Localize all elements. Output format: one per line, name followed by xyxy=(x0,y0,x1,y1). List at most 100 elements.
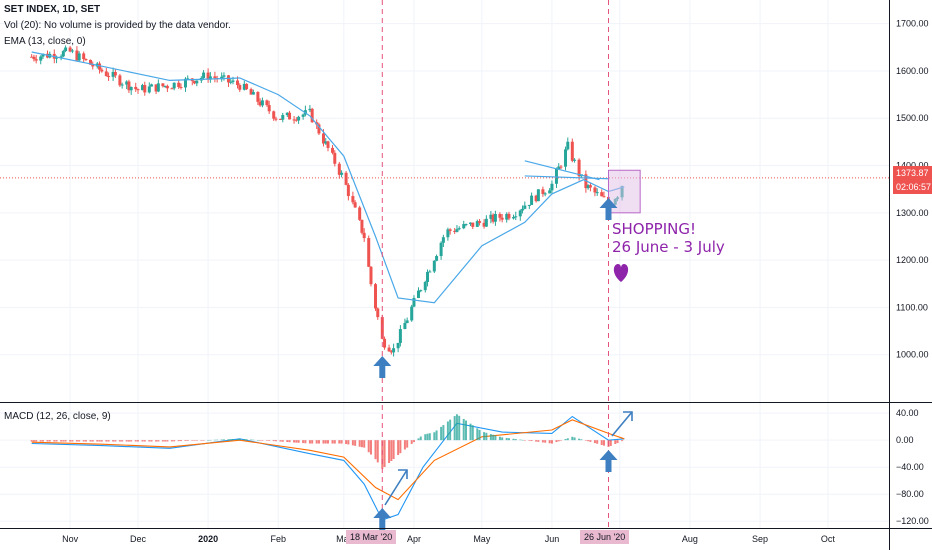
hist-bar-80 xyxy=(293,440,296,443)
hist-bar-180 xyxy=(621,440,624,442)
hist-bar-58 xyxy=(220,439,223,441)
hist-bar-115 xyxy=(406,440,409,448)
candle-body-16 xyxy=(82,53,86,60)
hist-bar-169 xyxy=(584,440,587,441)
candle-body-55 xyxy=(208,76,212,80)
candle-body-36 xyxy=(147,86,151,93)
hist-bar-154 xyxy=(535,440,538,442)
hist-bar-72 xyxy=(265,440,268,441)
candle-body-150 xyxy=(521,208,525,211)
hist-bar-110 xyxy=(390,440,393,461)
candle-body-105 xyxy=(374,284,378,309)
candle-body-135 xyxy=(471,222,475,227)
hist-bar-88 xyxy=(317,440,320,444)
x-tick-label-0: Nov xyxy=(62,534,79,544)
hist-bar-29 xyxy=(125,440,128,442)
legend-symbol[interactable]: SET INDEX, 1D, SET xyxy=(4,4,101,15)
macd-tick-label-0: 40.00 xyxy=(896,408,919,418)
hist-bar-76 xyxy=(279,440,282,442)
hist-bar-128 xyxy=(449,419,452,441)
candle-body-80 xyxy=(292,119,296,121)
candle-body-98 xyxy=(351,196,355,203)
candle-body-121 xyxy=(426,271,430,282)
candle-body-40 xyxy=(161,83,165,87)
candle-body-25 xyxy=(111,71,115,77)
candle-body-137 xyxy=(478,221,482,223)
candle-body-113 xyxy=(398,329,402,343)
hist-bar-49 xyxy=(191,440,194,441)
candle-body-144 xyxy=(500,217,504,220)
legend-volume[interactable]: Vol (20): No volume is provided by the d… xyxy=(4,20,231,31)
hist-bar-96 xyxy=(345,440,348,444)
arrow-up-march xyxy=(373,356,392,378)
hist-bar-20 xyxy=(96,440,99,442)
hist-bar-50 xyxy=(193,440,196,441)
hist-bar-79 xyxy=(288,440,291,443)
candle-body-136 xyxy=(475,221,479,227)
price-tick-label-0: 1000.00 xyxy=(896,350,929,360)
hist-bar-162 xyxy=(559,440,562,441)
hist-bar-13 xyxy=(71,440,74,442)
hist-bar-62 xyxy=(231,439,234,441)
candle-body-44 xyxy=(172,82,176,89)
candle-body-172 xyxy=(593,187,597,193)
candle-body-154 xyxy=(534,195,538,202)
candle-body-86 xyxy=(310,108,314,123)
hist-bar-42 xyxy=(166,440,169,442)
candle-body-145 xyxy=(505,213,509,220)
hist-bar-37 xyxy=(150,440,153,442)
candle-body-62 xyxy=(231,80,235,82)
candle-body-127 xyxy=(446,229,450,238)
hist-bar-64 xyxy=(238,438,241,441)
legend-macd[interactable]: MACD (12, 26, close, 9) xyxy=(4,411,111,422)
hist-bar-123 xyxy=(433,432,436,441)
candle-body-103 xyxy=(367,238,371,267)
candle-body-130 xyxy=(455,229,459,232)
hist-bar-35 xyxy=(143,440,146,442)
hist-bar-91 xyxy=(327,440,330,444)
candle-body-156 xyxy=(541,189,545,194)
hist-bar-143 xyxy=(498,436,501,441)
hist-bar-23 xyxy=(105,440,108,442)
price-tick-label-1: 1100.00 xyxy=(896,302,928,312)
hist-bar-111 xyxy=(392,440,395,460)
hist-bar-141 xyxy=(492,434,495,441)
hist-bar-69 xyxy=(256,440,259,441)
hist-bar-44 xyxy=(173,440,176,442)
hist-bar-18 xyxy=(89,440,92,442)
candle-body-18 xyxy=(88,59,92,65)
hist-bar-63 xyxy=(236,438,239,441)
hist-bar-81 xyxy=(295,440,298,443)
hist-bar-145 xyxy=(505,437,508,441)
candle-body-146 xyxy=(507,213,511,219)
legend-ema[interactable]: EMA (13, close, 0) xyxy=(4,36,86,47)
hist-bar-127 xyxy=(446,421,449,441)
trendline-2 xyxy=(524,175,609,180)
candle-body-155 xyxy=(536,189,540,202)
hist-bar-59 xyxy=(222,439,225,441)
candle-body-27 xyxy=(118,75,122,86)
price-tick-label-3: 1300.00 xyxy=(896,208,929,218)
candle-body-2 xyxy=(34,59,38,61)
hist-bar-119 xyxy=(419,436,422,441)
hist-bar-78 xyxy=(286,440,289,443)
candle-body-138 xyxy=(482,222,486,227)
candle-body-70 xyxy=(258,101,262,106)
hist-bar-41 xyxy=(164,440,167,442)
candle-body-100 xyxy=(358,207,362,220)
candle-body-175 xyxy=(602,196,606,198)
hist-bar-125 xyxy=(440,426,443,441)
hist-bar-74 xyxy=(272,440,275,442)
hist-bar-17 xyxy=(84,440,87,442)
candle-body-97 xyxy=(346,184,350,197)
candle-body-152 xyxy=(527,204,531,206)
candlesticks xyxy=(30,45,624,357)
candle-body-56 xyxy=(213,76,217,79)
hist-bar-95 xyxy=(340,440,343,444)
annotation-dates: 26 June - 3 July xyxy=(612,238,725,256)
arrow-up-june-macd xyxy=(599,450,618,472)
hist-bar-89 xyxy=(322,440,325,444)
candle-body-160 xyxy=(554,168,558,184)
hist-bar-157 xyxy=(544,440,547,443)
